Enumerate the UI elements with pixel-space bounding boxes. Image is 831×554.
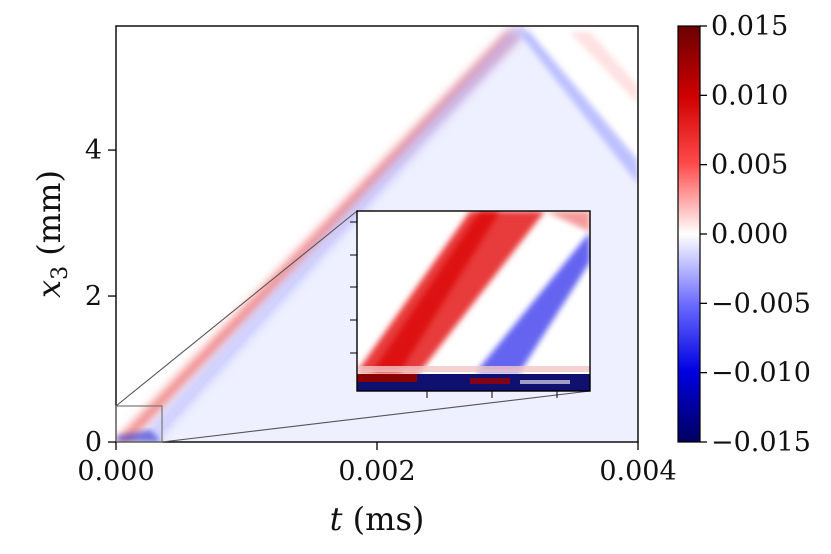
reflected-positive-wave <box>570 32 638 104</box>
inset-frame <box>356 210 591 392</box>
colorbar-tick-label: 0.010 <box>711 80 788 111</box>
colorbar-tick-label: −0.005 <box>711 288 811 319</box>
x-tick-label: 0.004 <box>599 456 676 487</box>
colorbar-tick-label: −0.015 <box>711 427 811 458</box>
inset-field <box>357 211 590 391</box>
inset-deep-positive-patch-2 <box>470 378 510 384</box>
y-axis-label: x3 (mm) <box>30 170 73 298</box>
x-tick-label: 0.000 <box>77 456 154 487</box>
reflected-negative-wave <box>518 32 638 184</box>
origin-burst <box>116 430 162 442</box>
colorbar-tick-label: 0.000 <box>711 219 788 250</box>
colorbar-tick-label: −0.010 <box>711 358 811 389</box>
x-axis-label: t (ms) <box>330 500 425 538</box>
y-tick-label: 4 <box>85 135 102 166</box>
colorbar <box>677 25 701 443</box>
inset-positive-band-core <box>372 211 500 372</box>
inset-connector-bottom <box>161 390 591 443</box>
y-tick-label: 0 <box>85 427 102 458</box>
inset-mid-strip <box>357 366 590 372</box>
inset-deep-positive-patch <box>357 374 417 382</box>
x-tick-label: 0.002 <box>338 456 415 487</box>
inset-negative-band <box>476 232 590 372</box>
inset-source-box <box>115 405 163 443</box>
colorbar-tick-label: 0.015 <box>711 11 788 42</box>
negative-release-wave <box>136 26 530 442</box>
inset-connector-top <box>115 210 358 407</box>
inset-ticks <box>350 221 558 398</box>
y-tick-label: 2 <box>85 281 102 312</box>
colorbar-tick-label: 0.005 <box>711 150 788 181</box>
inset-light-speck <box>520 380 570 384</box>
inset-right-positive <box>545 211 590 232</box>
